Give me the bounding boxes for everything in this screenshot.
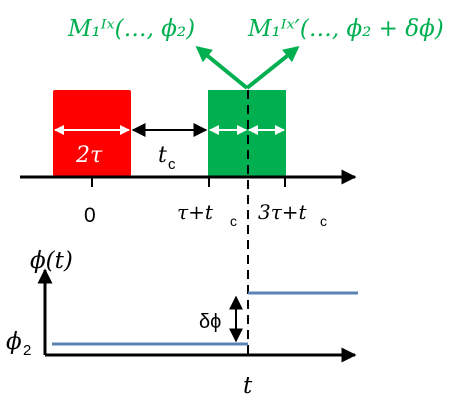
pulse-label-right: M₁ᴵˣ′(…, ϕ₂ + δϕ) <box>247 16 444 42</box>
phase-level-label-sub: 2 <box>23 342 31 359</box>
tick-zero-label: 0 <box>84 204 96 227</box>
tick-right-label-sub: c <box>320 213 327 229</box>
phase-level-label: ϕ <box>6 329 22 355</box>
emission-arrow-left <box>195 45 249 90</box>
gap-label-sub: c <box>168 156 176 173</box>
tick-mid-label-sub: c <box>230 213 237 229</box>
tick-mid-label: τ+t <box>177 200 214 224</box>
pulse-label-left: M₁ᴵˣ(…, ϕ₂) <box>67 16 195 42</box>
pulse-width-label: 2τ <box>75 143 103 168</box>
gap-label: t <box>158 143 167 168</box>
time-axis-label: t <box>243 373 253 399</box>
emission-arrow-right <box>245 46 300 90</box>
phase-axis-label: ϕ(t) <box>30 248 73 274</box>
green-pulse <box>208 90 286 177</box>
delta-phi-label: δϕ <box>199 311 221 333</box>
tick-right-label: 3τ+t <box>258 200 308 224</box>
